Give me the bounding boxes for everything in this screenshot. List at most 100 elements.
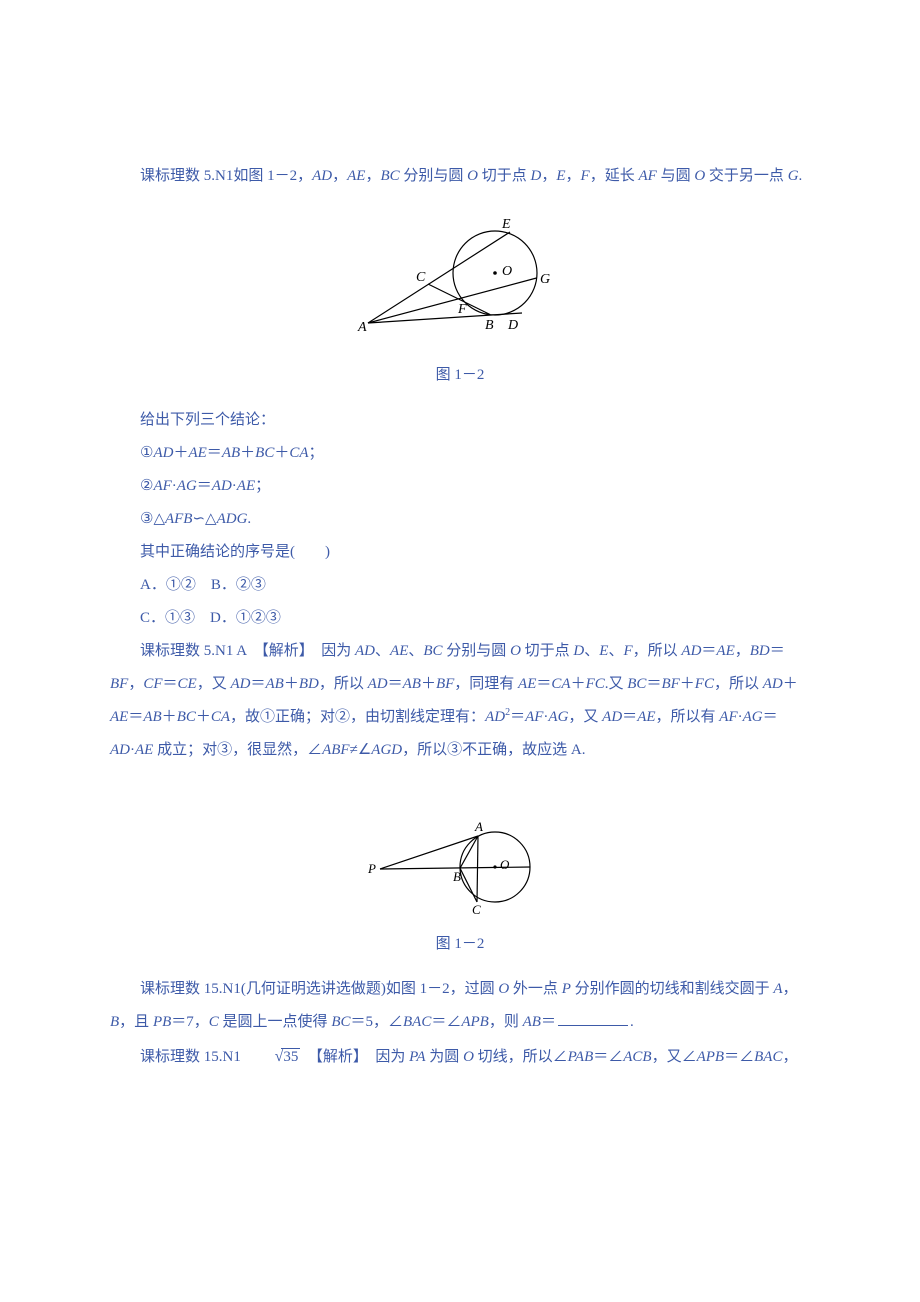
q2-figure: A P B O C [110,817,810,922]
text: ； [255,478,270,494]
label-G: G [540,272,550,287]
q2-header: 课标理数 15.N1(几何证明选讲选做题)如图 1－2，过圆 O 外一点 P 分… [110,973,810,1039]
text: 课标理数 15.N1 [140,1049,245,1065]
text: ① [140,445,153,461]
var: AD [763,676,783,692]
label-C: C [472,902,481,917]
var: AE [390,643,408,659]
label-O: O [502,264,512,279]
text: ＋ [162,709,177,725]
text: 切线，所以∠ [474,1049,568,1065]
var: AG [743,709,763,725]
var: ABF [322,742,350,758]
text: ＋ [240,445,255,461]
text: . [630,1014,634,1030]
text: ，又 [568,709,602,725]
var: BC [177,709,196,725]
label-B: B [485,318,494,333]
var: AD [110,742,130,758]
text: 分别与圆 [443,643,511,659]
text: ＝∠ [431,1014,461,1030]
text: ＝ [622,709,637,725]
var: PB [153,1014,171,1030]
text: ＝ [701,643,716,659]
text: 与圆 [657,168,695,184]
text: ＝5，∠ [350,1014,403,1030]
var: AF [153,478,171,494]
text: ＝ [197,478,212,494]
text: ＝7， [171,1014,209,1030]
var: AE [716,643,734,659]
var: BAC [754,1049,782,1065]
text: ＋ [173,445,188,461]
var: APB [461,1014,489,1030]
var: G [788,168,799,184]
var: A [773,981,782,997]
text: ≠∠ [350,742,372,758]
var: BC [423,643,442,659]
var: CF [143,676,162,692]
q1-opt-cd: C．①③ D．①②③ [110,602,810,635]
var: AB [403,676,421,692]
var: AB [265,676,283,692]
label-P: P [367,861,376,876]
label-E: E [501,217,511,232]
var: AD [368,676,388,692]
var: BF [110,676,128,692]
var: FC [695,676,714,692]
text: 课标理数 5.N1 A 【解析】 因为 [140,643,355,659]
text: ＝ [388,676,403,692]
text: . [247,511,251,527]
var: B [110,1014,119,1030]
text: ＋ [196,709,211,725]
var: AE [188,445,206,461]
text: ， [332,168,347,184]
text: ＋ [421,676,436,692]
text: ，同理有 [454,676,518,692]
text: ，又∠ [652,1049,697,1065]
text: ， [541,168,556,184]
var: P [562,981,571,997]
q2-answer: 课标理数 15.N1 √35 【解析】 因为 PA 为圆 O 切线，所以∠PAB… [110,1039,810,1074]
sqrt-arg: 35 [281,1048,300,1065]
text: ，所以 [714,676,763,692]
text: ＝∠ [724,1049,754,1065]
text: 为圆 [426,1049,464,1065]
text: ＝ [536,676,551,692]
q1-intro: 给出下列三个结论： [110,404,810,437]
var: C [209,1014,219,1030]
q1-caption: 图 1－2 [110,363,810,384]
var: F [581,168,590,184]
q1-stmt1: ①AD＋AE＝AB＋BC＋CA； [110,437,810,470]
text: ＋ [274,445,289,461]
var: BD [750,643,770,659]
var: F [623,643,632,659]
var: BC [380,168,399,184]
var: O [463,1049,474,1065]
text: ＝ [250,676,265,692]
text: ， [783,981,798,997]
var: ADG [217,511,248,527]
q1-answer: 课标理数 5.N1 A 【解析】 因为 AD、AE、BC 分别与圆 O 切于点 … [110,635,810,767]
var: AE [637,709,655,725]
var: BC [255,445,274,461]
text: 、 [608,643,623,659]
var: O [498,981,509,997]
text: ＋ [284,676,299,692]
var: AF [525,709,543,725]
q1-figure: E C O G A F B D [110,213,810,353]
text: ＝ [128,709,143,725]
var: AD [602,709,622,725]
text: 切于点 [478,168,531,184]
text: ＋ [783,676,798,692]
text: ； [309,445,324,461]
q1-diagram-svg: E C O G A F B D [350,213,570,348]
text: 分别与圆 [400,168,468,184]
q1-opt-ab: A．①② B．②③ [110,569,810,602]
var: BF [436,676,454,692]
var: AD [485,709,505,725]
var: O [510,643,521,659]
var: D [573,643,584,659]
text: 外一点 [509,981,562,997]
var: AF [638,168,656,184]
